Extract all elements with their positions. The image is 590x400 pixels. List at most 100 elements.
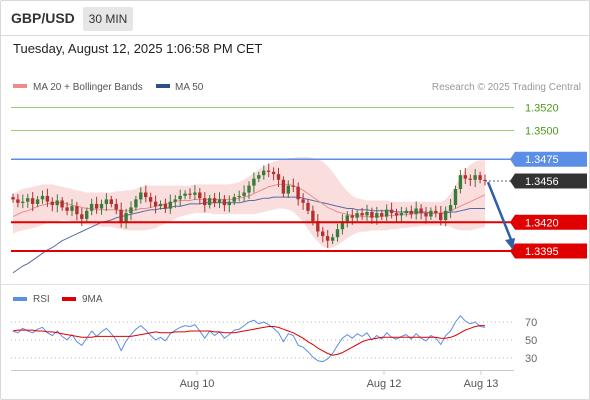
candle-body xyxy=(50,201,54,206)
rsi-line xyxy=(12,315,486,363)
candle xyxy=(345,211,349,228)
candle xyxy=(99,199,104,215)
candle xyxy=(370,207,374,224)
watermark: Research © 2025 Trading Central xyxy=(432,82,581,93)
candle xyxy=(478,171,482,184)
price-levels: 1.3520 1.3500 1.3475 1.3456 1.3420 1.3395 xyxy=(11,103,587,259)
candle-body xyxy=(26,198,30,202)
candle xyxy=(40,190,45,204)
candle xyxy=(409,205,413,219)
candle xyxy=(355,209,359,222)
candle xyxy=(271,167,276,181)
candle-body xyxy=(463,175,467,179)
candle-body xyxy=(439,213,443,220)
candle xyxy=(114,198,118,215)
candle xyxy=(340,214,345,235)
candle-body xyxy=(424,213,428,217)
candle xyxy=(399,206,404,223)
candle xyxy=(321,227,325,243)
timeframe-badge[interactable]: 30 MIN xyxy=(83,7,133,31)
candle-body xyxy=(144,192,148,198)
x-tick-label: Aug 13 xyxy=(464,378,499,390)
candle xyxy=(148,192,153,208)
candle xyxy=(119,202,123,228)
candle xyxy=(139,187,143,204)
candle-body xyxy=(30,198,35,204)
candle-body xyxy=(414,208,418,215)
candle xyxy=(109,195,113,208)
candle-body xyxy=(360,213,364,216)
candle-body xyxy=(85,210,89,219)
candle-body xyxy=(271,171,276,175)
rsi-ma-legend-swatch xyxy=(62,297,76,301)
candle-body xyxy=(262,170,266,176)
candle xyxy=(163,198,168,213)
candle xyxy=(247,181,251,199)
symbol-title: GBP/USD xyxy=(11,10,75,26)
candle xyxy=(207,194,212,209)
candle xyxy=(448,198,453,218)
level-pivot-tag xyxy=(510,151,587,167)
candle-body xyxy=(306,202,310,211)
candle-body xyxy=(394,213,399,216)
candle xyxy=(11,193,15,203)
candle xyxy=(389,202,394,219)
ma20-legend-label: MA 20 + Bollinger Bands xyxy=(33,82,143,93)
candle-body xyxy=(301,199,305,203)
candle-body xyxy=(203,198,207,206)
candle-body xyxy=(242,192,246,196)
candle-body xyxy=(129,207,133,214)
candle-body xyxy=(45,195,50,202)
x-tick-label: Aug 10 xyxy=(180,378,215,390)
candle-body xyxy=(163,203,168,209)
candle-body xyxy=(473,175,477,180)
candle-body xyxy=(11,197,15,200)
candle xyxy=(21,194,25,209)
level-resistance-label: 1.3520 xyxy=(525,103,559,115)
candle xyxy=(257,171,261,183)
candle-body xyxy=(227,201,231,206)
candle-body xyxy=(389,209,394,214)
candle xyxy=(153,195,158,214)
candle-body xyxy=(276,174,281,180)
price-legend: MA 20 + Bollinger Bands MA 50 Research ©… xyxy=(13,82,581,93)
candle xyxy=(129,201,133,221)
candle-body xyxy=(21,201,25,203)
candle xyxy=(144,185,148,203)
candle-body xyxy=(311,210,315,222)
candle-body xyxy=(404,210,408,214)
candle-body xyxy=(370,212,374,218)
level-support-tag xyxy=(510,214,587,230)
level-current-label: 1.3456 xyxy=(525,176,559,188)
candle-body xyxy=(252,178,256,186)
candle xyxy=(404,207,408,217)
candle xyxy=(306,199,310,215)
candle-body xyxy=(193,192,197,195)
candle xyxy=(316,214,320,237)
candle-body xyxy=(483,179,487,181)
candle xyxy=(286,180,290,198)
candle xyxy=(193,185,197,200)
candle-body xyxy=(35,199,40,204)
candle-body xyxy=(119,209,123,223)
candle-body xyxy=(212,198,217,203)
timestamp: Tuesday, August 12, 2025 1:06:58 PM CET xyxy=(13,41,263,56)
candle xyxy=(380,209,384,220)
candle xyxy=(252,172,256,193)
candle xyxy=(158,200,163,210)
candle-body xyxy=(286,185,290,194)
candle xyxy=(473,169,477,187)
candle-body xyxy=(70,206,74,211)
candle xyxy=(124,208,128,229)
candle-body xyxy=(217,199,222,203)
candle-body xyxy=(375,213,379,218)
candle-body xyxy=(222,199,227,206)
candle-body xyxy=(291,185,295,187)
candle xyxy=(360,207,364,220)
candle-body xyxy=(178,195,182,200)
candle xyxy=(296,182,300,206)
candle-body xyxy=(232,197,236,202)
candle xyxy=(75,201,79,221)
candle-body xyxy=(468,178,472,180)
